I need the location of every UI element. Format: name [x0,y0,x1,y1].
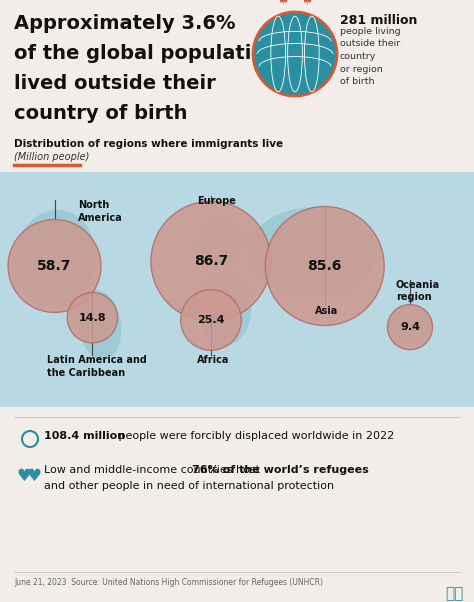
Text: 76% of the world’s refugees: 76% of the world’s refugees [192,465,369,475]
Text: 85.6: 85.6 [308,259,342,273]
FancyBboxPatch shape [0,172,474,407]
Circle shape [253,12,337,96]
Circle shape [151,201,271,321]
Text: 25.4: 25.4 [197,315,225,325]
Text: 281 million: 281 million [340,14,418,27]
Ellipse shape [14,210,95,308]
Text: ♠: ♠ [277,0,289,7]
Text: ♥: ♥ [27,467,42,485]
Text: people were forcibly displaced worldwide in 2022: people were forcibly displaced worldwide… [115,431,394,441]
Text: Low and middle-income countries host: Low and middle-income countries host [44,465,264,475]
Text: and other people in need of international protection: and other people in need of internationa… [44,481,334,491]
Text: ♥: ♥ [16,467,31,485]
Text: Oceania
region: Oceania region [396,280,440,302]
Ellipse shape [249,207,377,297]
Text: Latin America and
the Caribbean: Latin America and the Caribbean [47,355,147,377]
Text: 9.4: 9.4 [400,322,420,332]
Text: people living
outside their
country
or region
of birth: people living outside their country or r… [340,27,401,86]
Text: Europe: Europe [197,196,236,205]
Text: Africa: Africa [197,355,229,365]
Text: 14.8: 14.8 [79,312,106,323]
Circle shape [265,206,384,326]
Text: lived outside their: lived outside their [14,74,216,93]
Ellipse shape [199,271,251,346]
Circle shape [67,293,118,343]
Text: country of birth: country of birth [14,104,188,123]
Text: 58.7: 58.7 [37,259,72,273]
Text: of the global population: of the global population [14,44,279,63]
Text: ⒶⒶ: ⒶⒶ [445,586,463,601]
Text: Asia: Asia [315,306,338,316]
Circle shape [181,290,241,350]
Text: 108.4 million: 108.4 million [44,431,125,441]
Ellipse shape [199,217,242,268]
Text: Distribution of regions where immigrants live: Distribution of regions where immigrants… [14,139,283,149]
Text: (Million people): (Million people) [14,152,90,162]
Text: ♠: ♠ [301,0,313,7]
Text: June 21, 2023  Source: United Nations High Commissioner for Refugees (UNHCR): June 21, 2023 Source: United Nations Hig… [14,578,323,587]
Ellipse shape [78,290,121,360]
Text: Approximately 3.6%: Approximately 3.6% [14,14,236,33]
Text: ♠: ♠ [286,0,304,4]
Text: 86.7: 86.7 [194,254,228,268]
Text: North
America: North America [78,200,123,223]
Circle shape [387,305,433,350]
Ellipse shape [389,307,431,343]
Circle shape [8,220,101,312]
